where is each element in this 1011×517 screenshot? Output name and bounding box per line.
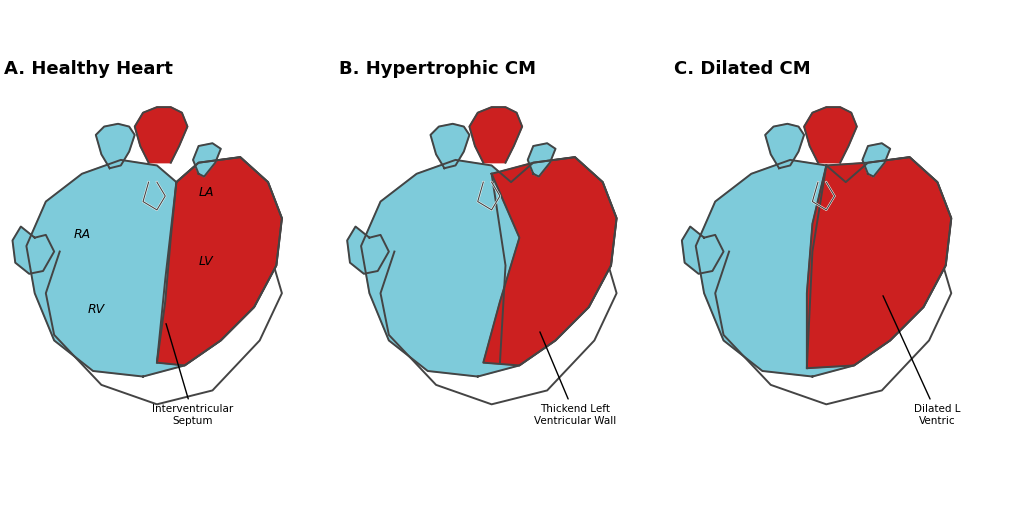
Text: RA: RA <box>74 227 91 241</box>
Text: Interventricular
Septum: Interventricular Septum <box>153 324 234 426</box>
Polygon shape <box>862 143 890 177</box>
Polygon shape <box>347 226 389 274</box>
Text: LA: LA <box>198 186 214 199</box>
Text: Dilated L
Ventric: Dilated L Ventric <box>883 296 960 426</box>
Polygon shape <box>157 157 282 366</box>
Polygon shape <box>361 157 617 376</box>
Polygon shape <box>469 107 522 163</box>
Polygon shape <box>134 107 187 163</box>
Polygon shape <box>804 107 857 163</box>
Polygon shape <box>681 226 724 274</box>
Polygon shape <box>765 124 804 168</box>
Polygon shape <box>483 157 617 366</box>
Text: A. Healthy Heart: A. Healthy Heart <box>4 60 173 78</box>
Polygon shape <box>26 157 282 376</box>
Polygon shape <box>96 124 134 168</box>
Text: RV: RV <box>88 302 104 316</box>
Polygon shape <box>12 226 55 274</box>
Polygon shape <box>193 143 220 177</box>
Polygon shape <box>431 124 469 168</box>
Text: B. Hypertrophic CM: B. Hypertrophic CM <box>339 60 536 78</box>
Text: Thickend Left
Ventricular Wall: Thickend Left Ventricular Wall <box>534 332 616 426</box>
Polygon shape <box>807 157 951 368</box>
Text: C. Dilated CM: C. Dilated CM <box>673 60 810 78</box>
Text: LV: LV <box>198 255 213 268</box>
Polygon shape <box>528 143 555 177</box>
Polygon shape <box>696 157 951 376</box>
